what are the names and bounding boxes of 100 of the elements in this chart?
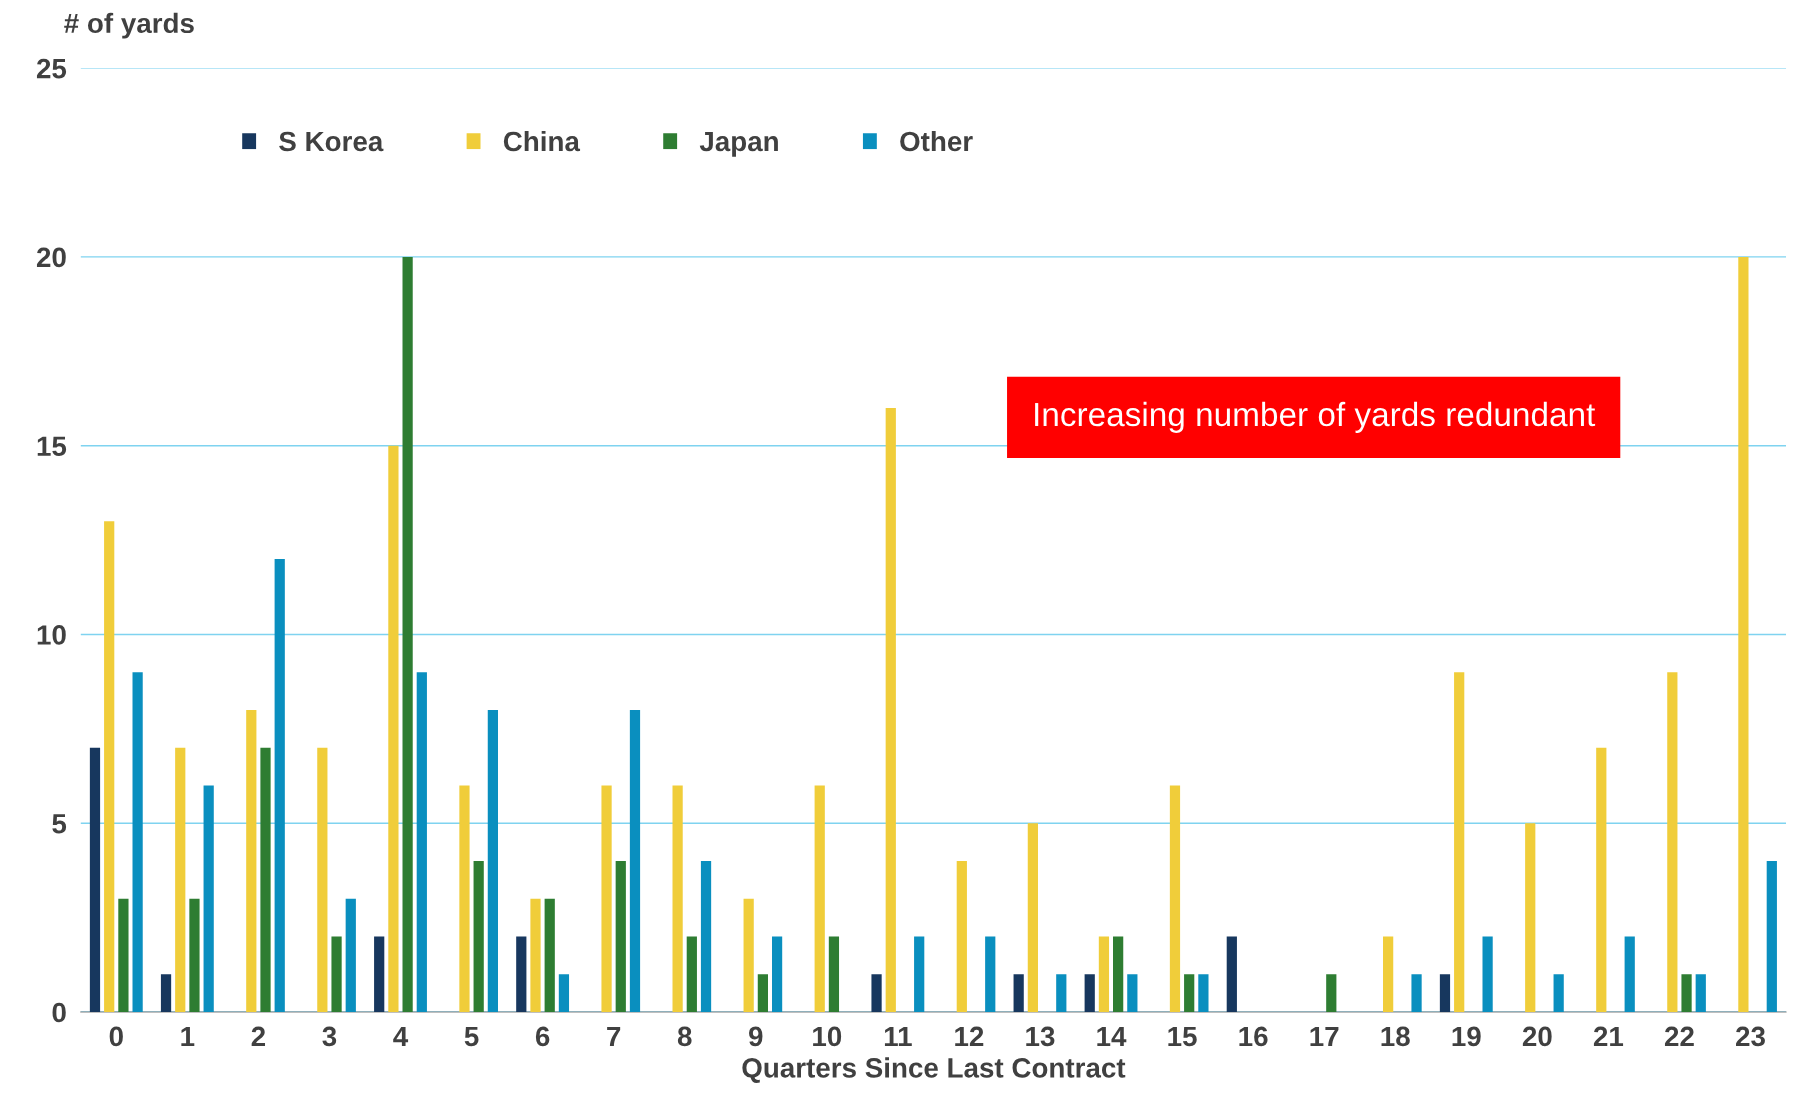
x-tick-label: 14 — [1097, 1026, 1127, 1047]
bar — [1411, 974, 1422, 1012]
bar — [1084, 974, 1095, 1012]
x-tick-label: 18 — [1381, 1026, 1410, 1047]
x-tick-label: 15 — [1168, 1026, 1197, 1047]
y-tick-label: 5 — [52, 814, 67, 834]
bar — [914, 936, 925, 1012]
bar — [402, 256, 413, 1012]
bar — [1695, 974, 1706, 1012]
bar — [615, 860, 626, 1012]
bar — [416, 672, 427, 1012]
bar — [871, 974, 882, 1012]
bar — [459, 785, 470, 1012]
bar — [1738, 256, 1749, 1012]
bar — [189, 898, 200, 1012]
bar — [175, 747, 186, 1012]
x-tick-label: 17 — [1310, 1026, 1339, 1047]
y-tick-label: 25 — [36, 58, 67, 79]
x-tick-label: 23 — [1736, 1026, 1765, 1047]
y-tick-label: 0 — [52, 1002, 66, 1023]
x-tick-label: 5 — [464, 1026, 479, 1047]
y-tick-label: 10 — [37, 625, 66, 645]
y-tick-label: 20 — [36, 247, 66, 268]
bar — [89, 747, 101, 1012]
bar — [132, 672, 143, 1012]
bar — [601, 785, 612, 1012]
bar — [1113, 936, 1124, 1012]
bar — [814, 785, 825, 1012]
bar — [345, 898, 356, 1012]
bar — [1553, 974, 1564, 1012]
x-tick-label: 11 — [884, 1026, 912, 1047]
bar — [1098, 936, 1110, 1012]
x-tick-label: 12 — [955, 1026, 984, 1047]
bar — [743, 898, 754, 1012]
bar — [516, 936, 527, 1012]
x-tick-label: 20 — [1522, 1026, 1552, 1047]
x-tick-label: 13 — [1026, 1026, 1055, 1047]
bar — [558, 974, 570, 1012]
bar — [374, 936, 385, 1012]
x-tick-label: 16 — [1239, 1026, 1268, 1047]
x-tick-label: 8 — [677, 1026, 692, 1047]
bar — [487, 709, 498, 1012]
bar — [1226, 936, 1237, 1012]
bar — [260, 747, 271, 1012]
bar — [1027, 823, 1038, 1012]
x-tick-label: 4 — [393, 1026, 409, 1047]
x-tick-label: 0 — [109, 1026, 123, 1047]
bar — [1439, 974, 1451, 1012]
bar — [1596, 747, 1607, 1012]
bar — [1624, 936, 1635, 1012]
bar — [1184, 974, 1195, 1012]
bar — [1056, 974, 1067, 1012]
bar — [1766, 860, 1777, 1012]
bar — [757, 974, 768, 1012]
legend-label: China — [503, 130, 581, 152]
bar — [1127, 974, 1138, 1012]
bar — [530, 898, 541, 1012]
x-tick-label: 6 — [535, 1026, 550, 1047]
bar — [1482, 936, 1493, 1012]
bar — [1454, 672, 1465, 1012]
bar — [686, 936, 697, 1012]
bar — [1681, 974, 1692, 1012]
bar — [700, 860, 712, 1012]
annotation: Increasing number of yards redundant — [1035, 401, 1596, 433]
x-tick-label: 2 — [251, 1026, 266, 1047]
y-tick-label: 15 — [37, 436, 67, 457]
legend-label: S Korea — [279, 131, 384, 152]
bar — [160, 974, 172, 1012]
x-tick-label: 22 — [1664, 1026, 1694, 1047]
bar — [1169, 785, 1181, 1012]
bar — [104, 521, 115, 1012]
x-tick-label: 1 — [181, 1026, 195, 1047]
x-axis-title: Quarters Since Last Contract — [742, 1057, 1126, 1083]
bar — [1525, 823, 1536, 1012]
bar — [473, 860, 484, 1012]
legend-label: Japan — [699, 131, 778, 157]
x-tick-label: 10 — [813, 1026, 842, 1047]
bar — [388, 445, 399, 1012]
bar — [956, 860, 967, 1012]
bar — [672, 785, 683, 1012]
bar — [1198, 974, 1209, 1012]
legend-label: Other — [900, 130, 973, 152]
bar — [118, 898, 129, 1012]
bar — [885, 407, 896, 1012]
y-axis-title: # of yards — [64, 12, 194, 39]
bar — [331, 936, 342, 1012]
bar — [1013, 974, 1024, 1012]
bar — [1383, 936, 1394, 1012]
bar — [828, 936, 840, 1012]
bar — [317, 747, 328, 1012]
bar — [1326, 974, 1337, 1012]
bar — [771, 936, 783, 1012]
x-tick-label: 19 — [1452, 1026, 1481, 1047]
bar — [274, 558, 285, 1012]
bar — [203, 785, 214, 1012]
x-tick-label: 7 — [607, 1026, 621, 1047]
bar — [985, 936, 996, 1012]
bar — [629, 709, 641, 1012]
bar — [1667, 672, 1678, 1012]
x-tick-label: 9 — [749, 1026, 763, 1047]
